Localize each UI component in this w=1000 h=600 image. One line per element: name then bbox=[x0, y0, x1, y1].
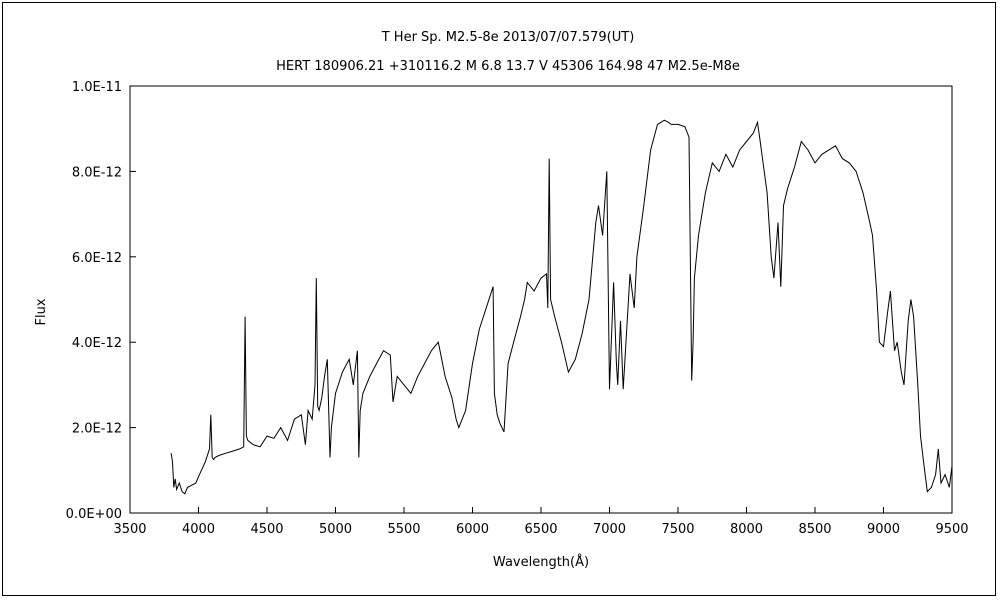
spectrum-chart: T Her Sp. M2.5-8e 2013/07/07.579(UT) HER… bbox=[34, 30, 969, 570]
x-tick-label: 9500 bbox=[935, 522, 968, 537]
x-tick-label: 4500 bbox=[250, 522, 283, 537]
x-tick-label: 9000 bbox=[867, 522, 900, 537]
flux-series-line bbox=[170, 119, 953, 495]
y-tick-label: 4.0E-12 bbox=[72, 336, 122, 351]
x-tick-label: 8000 bbox=[730, 522, 763, 537]
x-tick-label: 5000 bbox=[319, 522, 352, 537]
x-tick-label: 8500 bbox=[798, 522, 831, 537]
x-tick-label: 7500 bbox=[661, 522, 694, 537]
x-tick-label: 3500 bbox=[113, 522, 146, 537]
x-axis-ticks: 3500 4000 4500 5000 5500 6000 6500 7000 7500 8000… bbox=[113, 507, 969, 537]
chart-title: T Her Sp. M2.5-8e 2013/07/07.579(UT) bbox=[381, 30, 635, 45]
y-tick-label: 2.0E-12 bbox=[72, 422, 122, 437]
y-tick-label: 8.0E-12 bbox=[72, 165, 122, 180]
x-tick-label: 7000 bbox=[593, 522, 626, 537]
y-axis-ticks: 0.0E+00 2.0E-12 4.0E-12 6.0E-12 8.0E-12 1.0E-… bbox=[66, 80, 136, 522]
x-tick-label: 6500 bbox=[524, 522, 557, 537]
y-tick-label: 6.0E-12 bbox=[72, 251, 122, 266]
x-tick-label: 5500 bbox=[387, 522, 420, 537]
y-tick-label: 0.0E+00 bbox=[66, 507, 122, 522]
chart-subtitle: HERT 180906.21 +310116.2 M 6.8 13.7 V 45… bbox=[276, 59, 740, 74]
y-axis-label: Flux bbox=[34, 298, 49, 325]
x-tick-label: 6000 bbox=[456, 522, 489, 537]
y-tick-label: 1.0E-11 bbox=[72, 80, 122, 95]
x-axis-label: Wavelength(Å) bbox=[493, 554, 589, 570]
x-tick-label: 4000 bbox=[182, 522, 215, 537]
